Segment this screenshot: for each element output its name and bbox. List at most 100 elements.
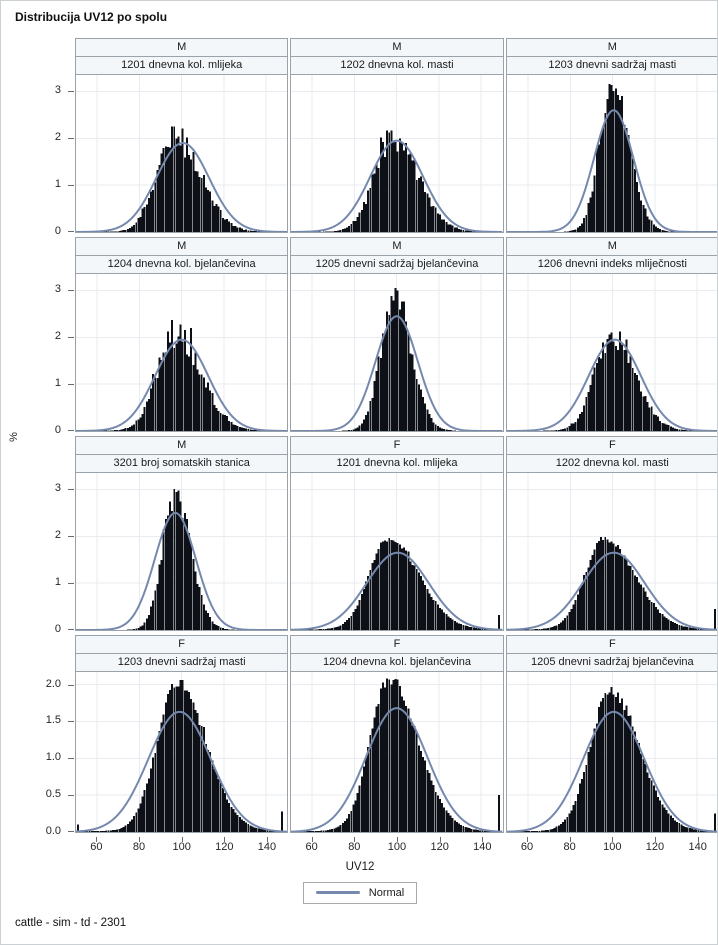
histogram-bar xyxy=(213,768,216,832)
histogram-bar xyxy=(420,389,423,431)
histogram-bar xyxy=(316,629,319,630)
histogram-bar xyxy=(606,539,609,630)
panel-variable-header: 1201 dnevna kol. mlijeka xyxy=(75,56,289,75)
histogram-bar xyxy=(483,628,486,630)
histogram-bar xyxy=(563,819,566,832)
normal-curve xyxy=(76,143,287,232)
histogram-bar xyxy=(595,723,598,832)
histogram-bar xyxy=(684,430,687,431)
histogram-bars xyxy=(101,320,267,431)
histogram-bar xyxy=(416,179,419,232)
histogram-bar xyxy=(656,797,659,832)
histogram-bar xyxy=(346,430,349,431)
histogram-bar xyxy=(534,629,537,630)
histogram-bar xyxy=(627,134,630,232)
histogram-bar xyxy=(135,222,138,232)
histogram-bar xyxy=(340,625,342,630)
histogram-bar xyxy=(441,219,444,232)
histogram-bar xyxy=(620,554,623,630)
histogram-bar xyxy=(329,829,332,832)
histogram-bar xyxy=(618,100,621,232)
histogram-bar xyxy=(475,829,478,832)
histogram-bar xyxy=(622,125,625,232)
histogram-bar xyxy=(435,791,438,832)
histogram-bar xyxy=(449,430,452,431)
histogram-bar xyxy=(354,800,357,832)
histogram-bar xyxy=(373,717,376,832)
normal-curve xyxy=(507,110,718,232)
histogram-bar xyxy=(361,209,364,232)
histogram-bar xyxy=(671,621,674,630)
histogram-bar xyxy=(363,419,366,431)
histogram-bar xyxy=(350,429,353,431)
histogram-bar xyxy=(109,830,112,832)
histogram-bar xyxy=(612,694,615,832)
histogram-bar xyxy=(124,825,127,832)
histogram-bar xyxy=(570,609,573,630)
histogram-bar xyxy=(348,618,351,630)
histogram-bar xyxy=(466,230,469,232)
y-tick-mark xyxy=(68,185,74,187)
histogram-bar xyxy=(118,429,121,431)
histogram-bar xyxy=(563,618,566,630)
histogram-plot xyxy=(506,672,717,832)
histogram-bar xyxy=(228,803,231,832)
histogram-bar xyxy=(608,692,611,832)
histogram-bar xyxy=(625,559,628,630)
histogram-bar xyxy=(544,830,547,832)
histogram-bar xyxy=(456,227,459,232)
histogram-bar xyxy=(390,684,393,832)
histogram-bar xyxy=(452,225,454,232)
chart-title: Distribucija UV12 po spolu xyxy=(15,10,168,24)
histogram-bar xyxy=(601,539,604,630)
histogram-bar xyxy=(688,828,691,832)
x-tick-mark xyxy=(482,837,484,842)
histogram-bar xyxy=(601,697,604,832)
histogram-bar xyxy=(418,384,421,431)
histogram-bar xyxy=(589,747,592,832)
histogram-bar xyxy=(424,191,427,232)
histogram-bar xyxy=(192,559,195,630)
histogram-plot xyxy=(506,75,718,232)
histogram-bar xyxy=(542,628,545,630)
y-tick-label: 2 xyxy=(54,529,61,542)
histogram-bar xyxy=(318,629,321,630)
histogram-bar xyxy=(597,541,600,630)
x-tick-label: 80 xyxy=(563,841,576,853)
histogram-bar xyxy=(432,785,435,832)
histogram-bar xyxy=(456,622,459,630)
histogram-bar xyxy=(367,190,370,232)
histogram-bar xyxy=(652,224,655,232)
histogram-bar xyxy=(164,146,167,232)
histogram-bar xyxy=(641,205,644,232)
y-tick-mark xyxy=(68,583,74,585)
histogram-bar xyxy=(188,532,191,630)
histogram-bar xyxy=(468,828,471,832)
histogram-bar xyxy=(441,609,444,630)
histogram-bar xyxy=(215,772,218,832)
x-tick-mark xyxy=(181,837,183,842)
histogram-bar xyxy=(644,208,647,232)
histogram-bar xyxy=(226,416,229,431)
histogram-bar xyxy=(162,148,165,232)
histogram-bar xyxy=(690,627,693,630)
histogram-bar xyxy=(532,629,535,630)
histogram-bar xyxy=(403,700,406,832)
histogram-bar xyxy=(388,537,391,630)
y-tick-label: 3 xyxy=(54,283,61,296)
histogram-bar xyxy=(443,219,446,232)
panel-sex-header: M xyxy=(290,237,504,256)
plot-area xyxy=(75,273,289,432)
histogram-bar xyxy=(614,546,617,630)
y-tick-mark xyxy=(68,629,74,630)
histogram-bar xyxy=(616,95,619,232)
histogram-bar xyxy=(443,428,446,431)
histogram-bar xyxy=(549,627,551,630)
histogram-bar xyxy=(663,807,666,832)
histogram-bar xyxy=(236,227,239,232)
histogram-bar xyxy=(413,158,416,232)
histogram-bar xyxy=(460,623,463,630)
histogram-bar xyxy=(226,629,229,630)
histogram-bar xyxy=(352,429,355,431)
histogram-bar xyxy=(183,690,186,832)
